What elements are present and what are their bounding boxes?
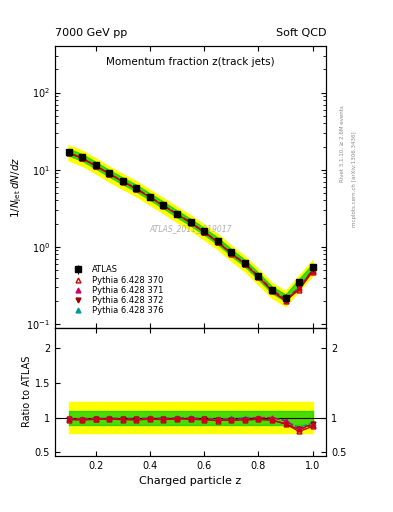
Pythia 6.428 372 (148, 194, 152, 200)
Pythia 6.428 376 (80, 155, 84, 161)
Pythia 6.428 371 (80, 155, 84, 161)
Pythia 6.428 370 (148, 194, 152, 200)
Pythia 6.428 370 (242, 261, 247, 267)
Pythia 6.428 376 (202, 228, 207, 234)
Text: Momentum fraction z(track jets): Momentum fraction z(track jets) (106, 57, 275, 68)
Pythia 6.428 371 (94, 163, 98, 169)
Pythia 6.428 372 (270, 288, 274, 294)
Legend: ATLAS, Pythia 6.428 370, Pythia 6.428 371, Pythia 6.428 372, Pythia 6.428 376: ATLAS, Pythia 6.428 370, Pythia 6.428 37… (64, 263, 166, 318)
Pythia 6.428 370 (229, 250, 233, 257)
Pythia 6.428 372 (107, 171, 112, 177)
Pythia 6.428 370 (256, 274, 261, 280)
Pythia 6.428 376 (256, 273, 261, 279)
Pythia 6.428 372 (215, 239, 220, 245)
Pythia 6.428 370 (175, 211, 180, 218)
Pythia 6.428 372 (134, 186, 139, 192)
Pythia 6.428 371 (270, 287, 274, 293)
Pythia 6.428 371 (161, 202, 166, 208)
Text: mcplots.cern.ch [arXiv:1306.3436]: mcplots.cern.ch [arXiv:1306.3436] (352, 132, 357, 227)
Pythia 6.428 371 (297, 285, 301, 291)
Pythia 6.428 372 (229, 250, 233, 257)
Line: Pythia 6.428 370: Pythia 6.428 370 (66, 151, 315, 303)
Text: Soft QCD: Soft QCD (276, 28, 326, 38)
Pythia 6.428 371 (242, 261, 247, 267)
Pythia 6.428 376 (283, 296, 288, 303)
Pythia 6.428 371 (120, 178, 125, 184)
Pythia 6.428 370 (80, 156, 84, 162)
Pythia 6.428 371 (283, 296, 288, 303)
Line: Pythia 6.428 376: Pythia 6.428 376 (66, 150, 315, 302)
Pythia 6.428 370 (120, 179, 125, 185)
Pythia 6.428 372 (120, 178, 125, 184)
Pythia 6.428 370 (270, 288, 274, 294)
Pythia 6.428 372 (283, 298, 288, 304)
Pythia 6.428 376 (161, 202, 166, 208)
Pythia 6.428 371 (229, 250, 233, 257)
Pythia 6.428 372 (66, 150, 71, 156)
Pythia 6.428 376 (297, 284, 301, 290)
Line: Pythia 6.428 372: Pythia 6.428 372 (66, 151, 315, 303)
Text: Rivet 3.1.10, ≥ 2.6M events: Rivet 3.1.10, ≥ 2.6M events (340, 105, 345, 182)
Pythia 6.428 376 (66, 150, 71, 156)
Pythia 6.428 370 (107, 171, 112, 177)
Pythia 6.428 370 (283, 298, 288, 304)
Pythia 6.428 371 (148, 194, 152, 200)
Pythia 6.428 372 (202, 229, 207, 235)
Pythia 6.428 371 (256, 273, 261, 279)
Pythia 6.428 372 (80, 155, 84, 161)
Pythia 6.428 376 (94, 162, 98, 168)
Pythia 6.428 370 (94, 163, 98, 169)
Pythia 6.428 371 (310, 268, 315, 274)
Y-axis label: $1/N_\mathrm{jet}\,dN/dz$: $1/N_\mathrm{jet}\,dN/dz$ (9, 156, 24, 218)
Pythia 6.428 372 (175, 211, 180, 217)
Pythia 6.428 376 (215, 238, 220, 244)
Pythia 6.428 371 (202, 229, 207, 235)
Pythia 6.428 372 (242, 261, 247, 267)
Pythia 6.428 371 (175, 211, 180, 217)
Pythia 6.428 371 (188, 219, 193, 225)
Y-axis label: Ratio to ATLAS: Ratio to ATLAS (22, 356, 32, 428)
X-axis label: Charged particle z: Charged particle z (140, 476, 242, 486)
Pythia 6.428 376 (148, 194, 152, 200)
Pythia 6.428 370 (215, 239, 220, 245)
Pythia 6.428 370 (297, 287, 301, 293)
Pythia 6.428 376 (229, 250, 233, 256)
Pythia 6.428 372 (256, 274, 261, 280)
Pythia 6.428 376 (270, 287, 274, 293)
Pythia 6.428 371 (107, 170, 112, 177)
Pythia 6.428 371 (66, 150, 71, 156)
Pythia 6.428 372 (94, 163, 98, 169)
Pythia 6.428 376 (310, 266, 315, 272)
Line: Pythia 6.428 371: Pythia 6.428 371 (66, 150, 315, 302)
Text: ATLAS_2011_I919017: ATLAS_2011_I919017 (149, 225, 232, 233)
Pythia 6.428 376 (120, 178, 125, 184)
Pythia 6.428 376 (242, 260, 247, 266)
Pythia 6.428 372 (310, 267, 315, 273)
Pythia 6.428 370 (134, 186, 139, 193)
Pythia 6.428 376 (134, 185, 139, 191)
Pythia 6.428 372 (161, 203, 166, 209)
Pythia 6.428 376 (107, 170, 112, 177)
Pythia 6.428 371 (134, 185, 139, 191)
Pythia 6.428 370 (66, 150, 71, 156)
Pythia 6.428 370 (188, 220, 193, 226)
Text: 7000 GeV pp: 7000 GeV pp (55, 28, 127, 38)
Pythia 6.428 376 (188, 219, 193, 225)
Pythia 6.428 371 (215, 239, 220, 245)
Pythia 6.428 370 (161, 203, 166, 209)
Pythia 6.428 372 (297, 285, 301, 291)
Pythia 6.428 370 (310, 268, 315, 274)
Pythia 6.428 370 (202, 229, 207, 236)
Pythia 6.428 372 (188, 220, 193, 226)
Pythia 6.428 376 (175, 210, 180, 217)
